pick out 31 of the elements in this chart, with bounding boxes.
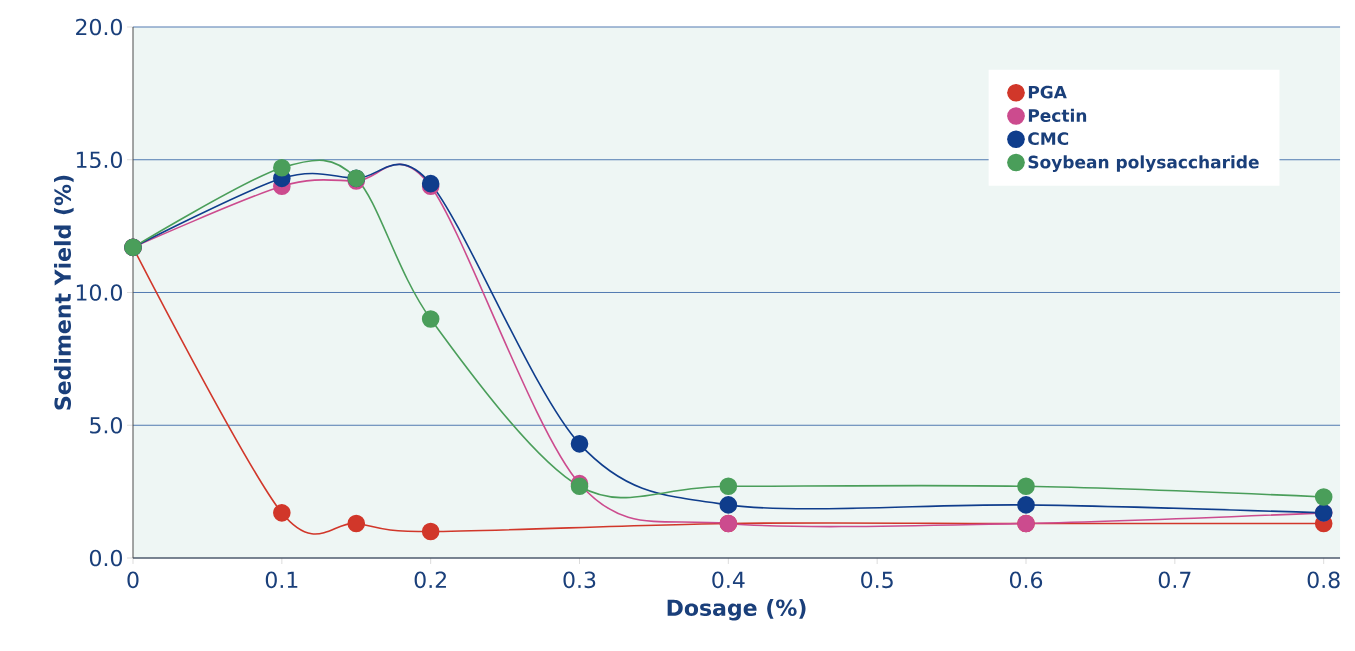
point	[421, 310, 440, 328]
x-tick-label: 0.2	[414, 571, 446, 589]
x-tick-label: 0.8	[1307, 571, 1340, 589]
legend-label: Soybean polysaccharide	[1028, 155, 1259, 172]
point	[273, 504, 291, 522]
x-tick-label: 0.6	[1009, 571, 1043, 589]
point	[719, 477, 738, 496]
point	[570, 435, 589, 453]
legend-label: CMC	[1028, 132, 1069, 146]
point	[1017, 496, 1035, 514]
x-tick-label: 0.5	[861, 571, 893, 589]
x-tick-label: 0	[127, 571, 139, 589]
point	[1017, 477, 1035, 496]
y-tick-label: 15.0	[76, 151, 122, 169]
y-tick-label: 5.0	[90, 416, 122, 434]
point	[347, 514, 366, 533]
point	[1314, 488, 1333, 506]
legend-label: PGA	[1028, 85, 1067, 99]
y-tick-label: 20.0	[76, 18, 122, 36]
legend-label: Pectin	[1028, 108, 1087, 122]
y-tick-label: 10.0	[76, 284, 122, 301]
x-tick-label: 0.4	[712, 571, 745, 589]
x-tick-label: 0.1	[265, 571, 298, 589]
y-axis-title: Sediment Yield (%)	[54, 175, 74, 410]
x-tick-label: 0.3	[563, 571, 596, 589]
point	[273, 158, 291, 177]
point	[421, 522, 440, 541]
y-tick-label: 0.0	[89, 549, 122, 567]
x-tick-label: 0.7	[1158, 571, 1191, 589]
x-axis-title: Dosage (%)	[667, 599, 806, 621]
point	[719, 496, 738, 514]
